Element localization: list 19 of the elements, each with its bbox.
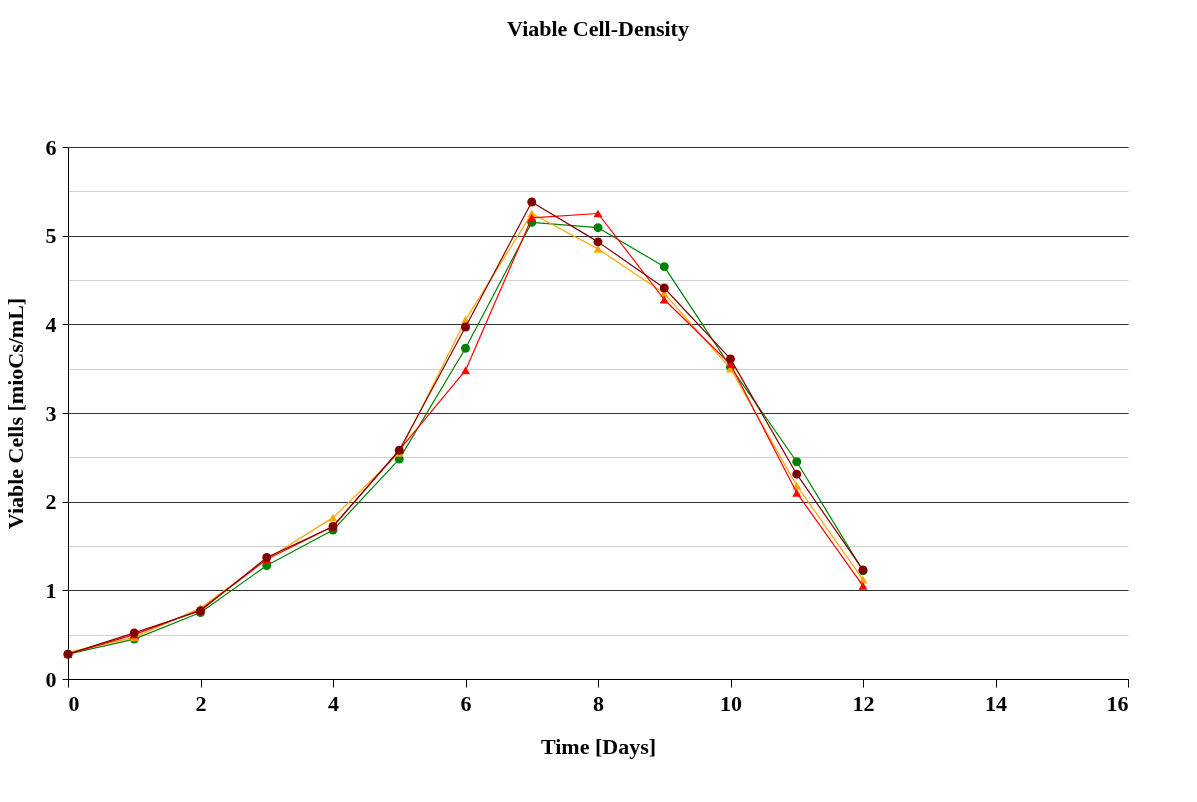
x-tick-label: 8 [593, 690, 604, 716]
x-tick-label: 12 [852, 690, 875, 716]
y-tick-label: 0 [45, 666, 57, 692]
x-tick-label: 6 [460, 690, 472, 716]
y-tick-label: 5 [45, 223, 57, 249]
x-tick-label: 0 [68, 690, 80, 716]
x-tick-label: 14 [985, 690, 1007, 716]
chart-title: Viable Cell-Density [507, 16, 689, 41]
y-tick-label: 6 [45, 134, 57, 160]
y-tick-label: 3 [45, 400, 57, 426]
x-tick-label: 4 [328, 690, 339, 716]
x-axis-title: Time [Days] [540, 733, 657, 759]
x-tick-label: 2 [195, 690, 207, 716]
x-tick-label: 16 [1106, 690, 1129, 716]
y-tick-label: 2 [45, 489, 57, 515]
y-tick-label: 1 [45, 577, 57, 603]
y-tick-label: 4 [45, 311, 57, 337]
x-tick-label: 10 [720, 690, 742, 716]
y-axis-title: Viable Cells [mioCs/mL] [2, 297, 28, 530]
